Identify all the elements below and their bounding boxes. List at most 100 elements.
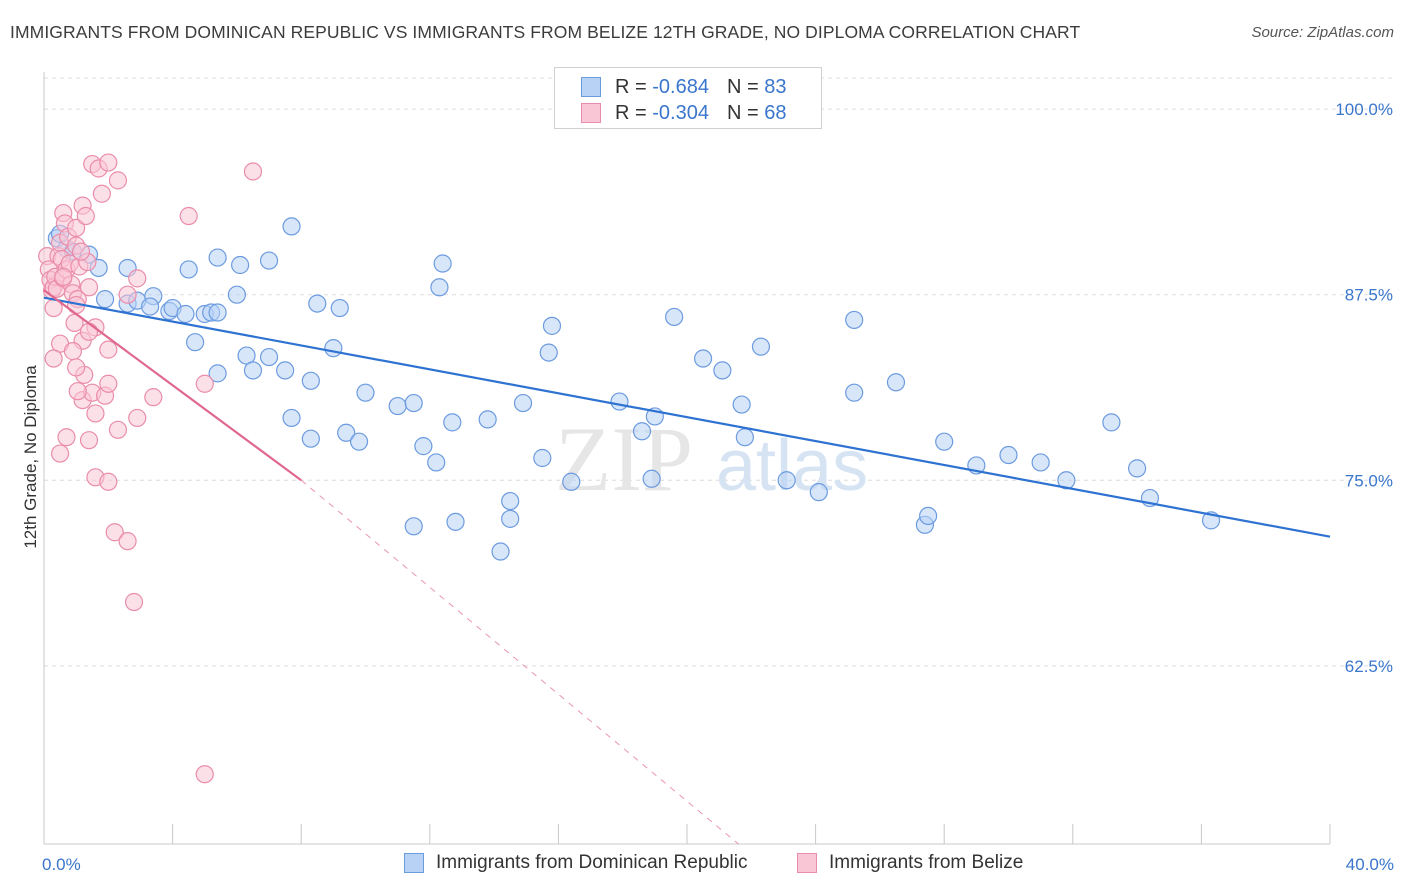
point-dominican-republic [751,337,771,356]
point-dominican-republic [227,285,246,304]
point-dominican-republic [665,307,684,327]
point-belize [65,313,84,332]
point-belize [79,322,99,341]
point-belize [124,592,144,612]
tick-labels: 100.0% 87.5% 75.0% 62.5% 0.0% 40.0% [42,100,1394,874]
series-belize [38,153,263,784]
point-dominican-republic [886,373,906,392]
point-dominican-republic [491,542,510,561]
point-belize [44,349,63,368]
point-belize [67,218,86,237]
point-belize [243,162,263,181]
point-belize [99,153,118,172]
point-dominican-republic [446,512,465,531]
point-dominican-republic [356,383,375,402]
point-dominican-republic [186,333,205,352]
point-belize [71,242,91,261]
x-tick-label: 0.0% [42,855,81,874]
point-belize [63,342,83,361]
point-dominican-republic [999,445,1018,465]
point-dominican-republic [282,408,301,428]
point-dominican-republic [140,297,160,316]
trendlines [43,289,1331,845]
legend-n-value: 83 [764,75,787,98]
point-dominican-republic [330,298,349,318]
point-dominican-republic [404,517,423,536]
point-dominican-republic [562,472,581,491]
legend-r-value: -0.684 [652,75,709,98]
point-dominican-republic [1031,453,1050,472]
point-belize [118,285,137,304]
point-belize [50,444,70,463]
y-tick-label: 100.0% [1335,100,1393,119]
point-dominican-republic [282,217,301,236]
legend-r-value: -0.304 [652,101,709,124]
point-dominican-republic [301,371,320,390]
point-belize [76,206,95,226]
point-dominican-republic [935,432,954,451]
point-belize [128,269,147,288]
chart-title: IMMIGRANTS FROM DOMINICAN REPUBLIC VS IM… [10,22,1081,42]
watermark-zip: ZIP [555,408,693,510]
trendline-belize-extension [300,479,739,845]
point-belize [79,278,99,297]
point-dominican-republic [777,471,796,490]
point-belize [54,267,73,286]
point-dominican-republic [533,448,552,468]
y-tick-label: 62.5% [1345,657,1393,676]
point-dominican-republic [845,383,864,402]
trendline-belize [43,289,302,482]
point-belize [99,472,118,491]
point-dominican-republic [176,304,195,324]
point-dominican-republic [433,254,452,273]
point-dominican-republic [259,347,279,367]
point-dominican-republic [208,364,227,383]
point-dominican-republic [501,509,520,528]
bottom-legend-belize: Immigrants from Belize [797,852,1023,874]
legend-r-label: R = [615,75,647,98]
bottom-legend-label-belize: Immigrants from Belize [829,852,1024,873]
point-dominican-republic [243,361,263,380]
y-tick-label: 87.5% [1345,286,1393,305]
point-dominican-republic [430,278,449,297]
source-label: Source: ZipAtlas.com [1251,24,1394,41]
y-tick-label: 75.0% [1345,471,1393,490]
point-dominican-republic [443,413,462,432]
point-belize [99,340,118,359]
point-belize [105,523,124,542]
point-dominican-republic [1127,459,1147,478]
point-belize [128,408,147,428]
point-dominican-republic [693,349,713,368]
point-dominican-republic [735,428,754,447]
bottom-legend-swatch-belize [797,853,817,873]
point-dominican-republic [632,422,652,441]
legend-swatch-belize [581,103,601,123]
point-belize [79,431,99,450]
point-dominican-republic [919,506,938,526]
point-belize [144,388,163,407]
trendline-dominican-republic [43,296,1331,538]
point-belize [195,374,214,393]
point-belize [108,171,128,190]
point-dominican-republic [513,393,533,413]
point-dominican-republic [1102,413,1121,432]
series-dominican-republic [47,217,1221,561]
legend-n-label: N = [726,75,759,98]
point-dominican-republic [501,491,520,511]
point-dominican-republic [349,432,369,451]
point-belize [86,404,105,423]
point-dominican-republic [845,310,864,330]
point-dominican-republic [208,303,227,322]
axes [43,72,1331,845]
legend-r-label: R = [615,101,647,124]
point-dominican-republic [539,343,558,362]
point-dominican-republic [542,316,562,335]
point-belize [99,374,118,393]
point-dominican-republic [276,361,295,380]
point-dominican-republic [427,453,446,472]
point-dominican-republic [809,483,828,502]
point-belize [92,184,111,203]
point-dominican-republic [308,294,327,313]
point-dominican-republic [478,410,497,429]
legend-n-value: 68 [764,101,787,124]
